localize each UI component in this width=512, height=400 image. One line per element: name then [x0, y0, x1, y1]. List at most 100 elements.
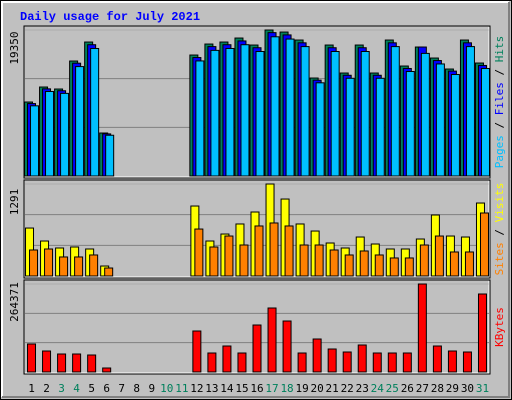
- bar-body: [240, 44, 250, 177]
- bar: [195, 60, 205, 177]
- bar: [434, 235, 444, 277]
- x-tick-label: 14: [220, 382, 234, 395]
- bar-body: [75, 66, 85, 177]
- legend-entry: KBytes: [493, 307, 506, 347]
- bar-body: [285, 38, 295, 177]
- bar: [375, 77, 385, 177]
- bar: [87, 354, 97, 373]
- bar: [299, 244, 309, 277]
- bar-body: [360, 51, 370, 177]
- bar-body: [267, 307, 277, 373]
- bar: [89, 254, 99, 277]
- bar: [269, 222, 279, 277]
- bar-body: [449, 251, 459, 277]
- x-tick-label: 31: [476, 382, 489, 395]
- x-tick-label: 2: [43, 382, 50, 395]
- bar-body: [327, 348, 337, 373]
- bar: [104, 267, 114, 277]
- legend-entry: Visits: [493, 183, 506, 223]
- bar-body: [72, 353, 82, 373]
- chart-title: Daily usage for July 2021: [20, 10, 200, 24]
- panel-bevel: [25, 281, 490, 374]
- bar-body: [372, 352, 382, 373]
- x-tick-label: 19: [295, 382, 308, 395]
- bar-body: [194, 228, 204, 277]
- x-tick-label: 26: [401, 382, 414, 395]
- bar-body: [359, 250, 369, 277]
- bar: [389, 257, 399, 277]
- bar-body: [209, 246, 219, 277]
- bar-body: [465, 46, 475, 177]
- x-tick-label: 23: [356, 382, 369, 395]
- bar: [462, 351, 472, 373]
- bar-body: [195, 60, 205, 177]
- bar: [222, 345, 232, 373]
- legend: KBytes: [493, 307, 506, 347]
- bar-body: [29, 249, 39, 277]
- bar-body: [329, 249, 339, 277]
- bar-body: [239, 244, 249, 277]
- bar: [300, 46, 310, 177]
- bar: [224, 235, 234, 277]
- bar-body: [479, 212, 489, 277]
- bar-body: [255, 51, 265, 177]
- bar: [480, 67, 490, 177]
- bar-body: [237, 352, 247, 373]
- bar: [225, 47, 235, 177]
- bar-body: [27, 343, 37, 373]
- bar: [390, 46, 400, 177]
- bar: [420, 52, 430, 177]
- bar: [314, 244, 324, 277]
- bar-body: [357, 344, 367, 373]
- bar: [237, 352, 247, 373]
- bar: [57, 353, 67, 373]
- bar-body: [374, 254, 384, 277]
- bar-body: [225, 47, 235, 177]
- bar: [42, 350, 52, 373]
- bar: [209, 246, 219, 277]
- bar: [207, 352, 217, 373]
- bar-body: [102, 367, 112, 373]
- bar: [344, 254, 354, 277]
- bar-body: [447, 350, 457, 373]
- bar: [267, 307, 277, 373]
- bar-body: [375, 77, 385, 177]
- bar-body: [60, 92, 70, 177]
- bar-body: [297, 352, 307, 373]
- bar-body: [419, 244, 429, 277]
- bar: [297, 352, 307, 373]
- y-tick-label: 1291: [8, 189, 21, 216]
- legend-separator: /: [493, 222, 506, 242]
- bar-body: [270, 36, 280, 177]
- bar: [192, 330, 202, 373]
- bar-body: [389, 257, 399, 277]
- bar: [357, 344, 367, 373]
- bar-body: [342, 351, 352, 373]
- bar: [432, 345, 442, 373]
- bar: [285, 38, 295, 177]
- bar-body: [192, 330, 202, 373]
- bar-body: [480, 67, 490, 177]
- bar: [327, 348, 337, 373]
- bar: [240, 44, 250, 177]
- x-tick-label: 11: [175, 382, 188, 395]
- bar: [239, 244, 249, 277]
- bar-body: [207, 352, 217, 373]
- bar: [404, 257, 414, 277]
- x-tick-label: 30: [461, 382, 474, 395]
- bar-body: [450, 74, 460, 177]
- bar-body: [344, 254, 354, 277]
- bar: [45, 90, 55, 177]
- bar: [449, 251, 459, 277]
- bar-body: [74, 256, 84, 277]
- bar-body: [432, 345, 442, 373]
- bar-body: [284, 225, 294, 277]
- bar: [372, 352, 382, 373]
- bar: [27, 343, 37, 373]
- bar: [359, 250, 369, 277]
- bar: [417, 283, 427, 373]
- bar-body: [405, 70, 415, 177]
- bar-body: [90, 47, 100, 177]
- x-tick-label: 29: [446, 382, 459, 395]
